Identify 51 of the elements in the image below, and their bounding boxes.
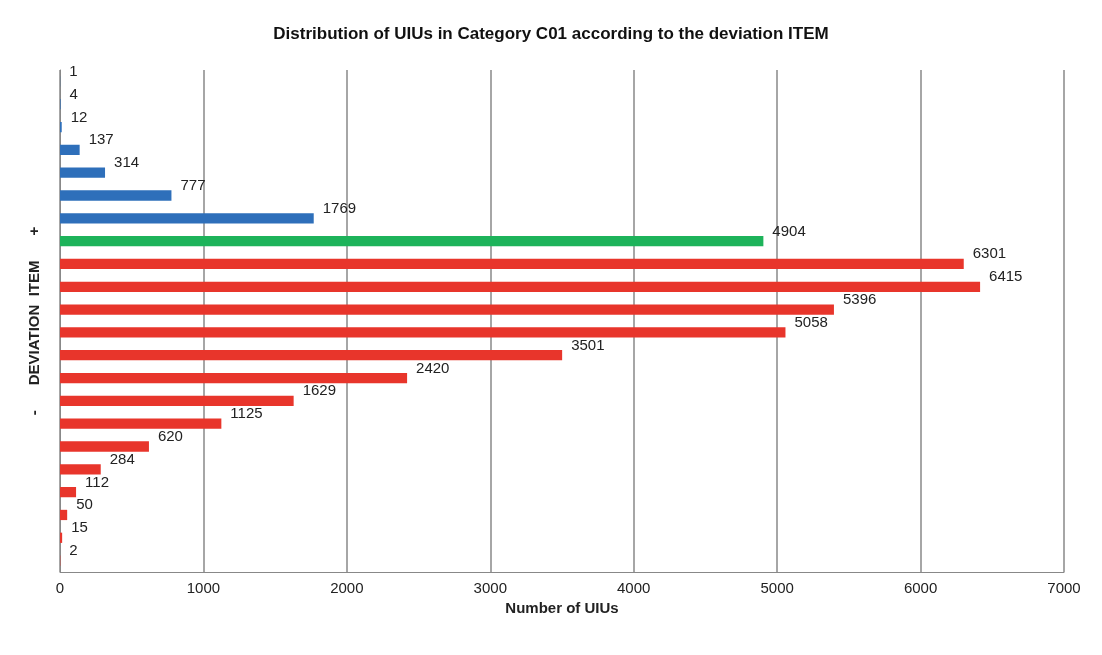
data-label: 1125 <box>230 404 263 422</box>
data-label: 50 <box>76 495 93 513</box>
bar <box>60 236 764 247</box>
bar <box>60 167 106 178</box>
data-label: 5058 <box>794 312 828 330</box>
data-label: 620 <box>157 427 183 444</box>
data-label: 5396 <box>842 290 877 308</box>
data-label: 15 <box>71 518 88 536</box>
data-label: 137 <box>88 130 114 148</box>
bar <box>60 304 834 315</box>
x-tick-label: 3000 <box>473 579 507 596</box>
data-label: 4 <box>69 84 78 102</box>
x-tick-label: 2000 <box>330 579 364 596</box>
x-tick-label: 6000 <box>903 579 938 596</box>
data-label: 6415 <box>989 267 1023 285</box>
data-label: 4904 <box>772 221 806 239</box>
data-label: 6301 <box>972 244 1007 262</box>
data-label: 112 <box>85 472 109 490</box>
bar <box>60 487 77 498</box>
bar <box>60 144 80 155</box>
bar <box>60 190 172 201</box>
data-label: 1 <box>69 61 78 79</box>
bar <box>60 350 563 361</box>
data-label: 1769 <box>322 198 357 216</box>
data-label: 2420 <box>416 358 450 376</box>
bar <box>60 213 314 224</box>
bar <box>60 327 786 338</box>
x-tick-label: 1000 <box>186 579 221 596</box>
x-tick-label: 0 <box>55 579 65 596</box>
bar <box>60 281 981 292</box>
y-axis-title: - DEVIATION ITEM + <box>25 226 43 416</box>
bar <box>60 441 149 452</box>
x-axis-title: Number of UIUs <box>505 598 619 616</box>
bar <box>60 395 294 406</box>
data-label: 777 <box>180 176 206 193</box>
bar <box>60 464 101 475</box>
data-label: 314 <box>114 153 140 171</box>
bar <box>60 509 68 521</box>
bar <box>60 258 964 270</box>
chart-title: Distribution of UIUs in Category C01 according to the deviation ITEM <box>273 24 829 43</box>
x-tick-label: 5000 <box>760 579 794 596</box>
x-tick-label: 4000 <box>617 579 651 596</box>
data-label: 3501 <box>571 335 605 353</box>
data-label: 1629 <box>302 381 337 399</box>
data-label: 12 <box>70 107 88 125</box>
data-label: 284 <box>109 449 135 467</box>
data-label: 2 <box>69 541 78 559</box>
x-tick-label: 7000 <box>1047 579 1081 596</box>
bar <box>60 372 408 384</box>
bar <box>60 532 63 543</box>
bar <box>60 418 222 429</box>
